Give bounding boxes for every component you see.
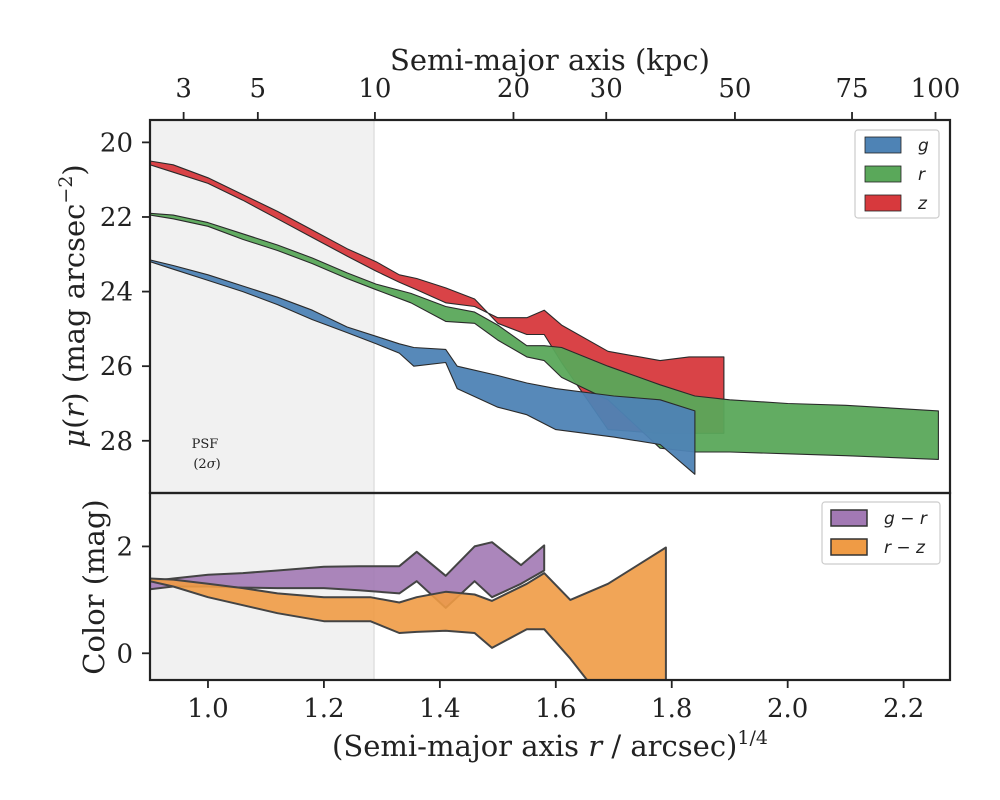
legend-swatch-g xyxy=(864,136,902,154)
y-tick-label-top: 28 xyxy=(100,427,133,457)
mu-band-r xyxy=(150,212,939,460)
legend-label-r-z: r − z xyxy=(884,538,926,558)
x-tick-label: 2.0 xyxy=(767,694,808,724)
legend-swatch-r xyxy=(864,165,902,183)
y-tick-label-top: 24 xyxy=(100,278,133,308)
legend-label-r: r xyxy=(918,165,926,185)
top-x-tick-label: 30 xyxy=(590,74,623,104)
legend-swatch-z xyxy=(864,194,902,212)
legend-label-z: z xyxy=(917,194,928,214)
y-tick-label-top: 20 xyxy=(100,128,133,158)
surface-brightness-bands xyxy=(150,160,939,475)
color-band-r-z xyxy=(150,546,667,680)
top-x-tick-label: 20 xyxy=(497,74,530,104)
y-tick-label-bottom: 2 xyxy=(116,532,133,562)
bottom-panel-frame xyxy=(148,491,952,682)
y-tick-label-top: 26 xyxy=(100,352,133,382)
x-tick-label: 1.4 xyxy=(419,694,460,724)
x-tick-label: 1.2 xyxy=(303,694,344,724)
y-axis-title-bottom: Color (mag) xyxy=(77,499,111,674)
y-axis-title-top: μ(r) (mag arcsec−2) xyxy=(55,164,91,448)
mu-band-g xyxy=(150,259,696,475)
legend-swatch-g-r xyxy=(830,509,868,527)
x-tick-label: 1.0 xyxy=(187,694,228,724)
x-tick-label: 1.8 xyxy=(651,694,692,724)
top-x-tick-label: 10 xyxy=(358,74,391,104)
top-axis-title: Semi-major axis (kpc) xyxy=(390,43,710,77)
top-x-tick-label: 5 xyxy=(250,74,267,104)
psf-label: PSF (2σ) xyxy=(192,437,223,472)
x-tick-label: 2.2 xyxy=(883,694,924,724)
legend-label-g-r: g − r xyxy=(884,509,928,529)
legend-top: g r z xyxy=(854,129,940,219)
color-bands xyxy=(150,541,667,680)
top-x-tick-label: 3 xyxy=(175,74,192,104)
top-x-tick-label: 100 xyxy=(911,74,961,104)
top-x-tick-label: 75 xyxy=(835,74,868,104)
top-x-tick-label: 50 xyxy=(718,74,751,104)
legend-swatch-r-z xyxy=(830,538,868,556)
legend-bottom: g − r r − z xyxy=(821,501,941,565)
legend-label-g: g xyxy=(918,136,929,156)
y-tick-label-top: 22 xyxy=(100,203,133,233)
x-axis-title: (Semi-major axis r / arcsec)1/4 xyxy=(332,727,768,763)
x-tick-label: 1.6 xyxy=(535,694,576,724)
axis-ticks: 1.0 1.2 1.4 1.6 1.8 2.0 2.23 5 10 20 30 50 75 1002022… xyxy=(100,74,960,724)
y-tick-label-bottom: 0 xyxy=(116,639,133,669)
